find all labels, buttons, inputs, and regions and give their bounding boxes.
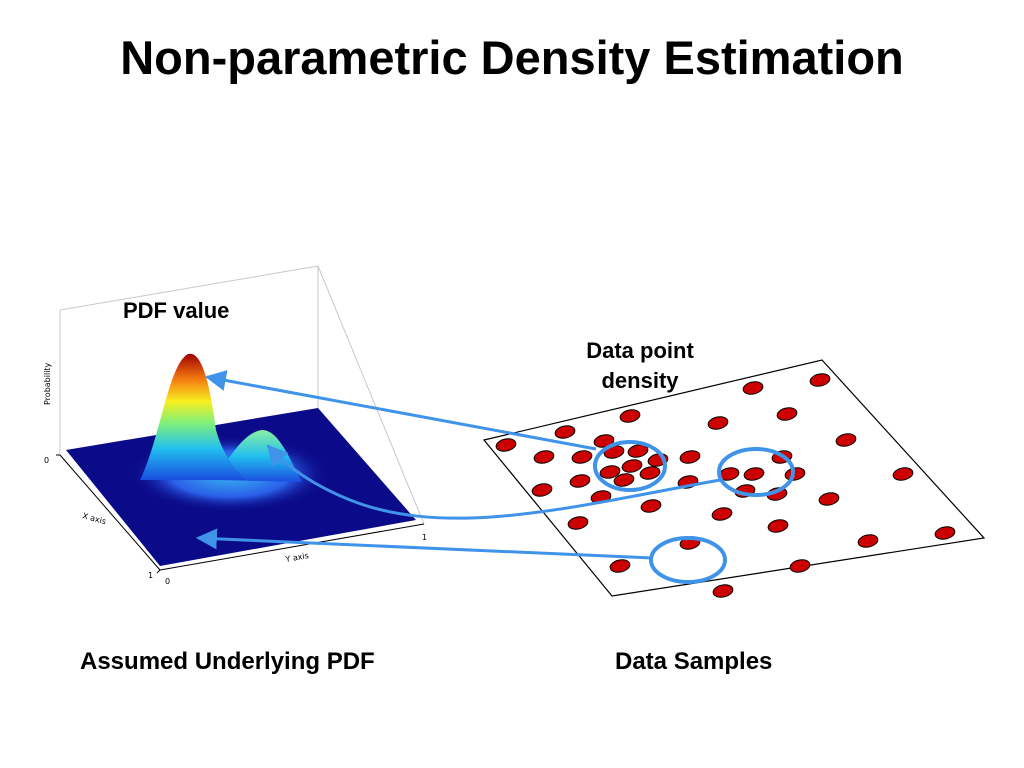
- sample-point: [621, 459, 643, 473]
- sample-point: [767, 519, 789, 533]
- sample-point: [809, 373, 831, 387]
- sample-point: [554, 425, 576, 439]
- plot-axes: [56, 454, 425, 574]
- z-tick-zero: 0: [44, 456, 49, 465]
- sample-point: [531, 483, 553, 497]
- sample-point: [707, 416, 729, 430]
- slide-title: Non-parametric Density Estimation: [120, 31, 904, 84]
- arrow-dense-to-peak: [204, 370, 597, 451]
- sample-point: [835, 433, 857, 447]
- sample-point: [712, 584, 734, 598]
- arrow-medium-to-bump: [266, 444, 721, 520]
- sample-point: [711, 507, 733, 521]
- sample-point: [857, 534, 879, 548]
- sample-point: [818, 492, 840, 506]
- sample-point: [784, 467, 806, 481]
- sample-point: [613, 473, 635, 487]
- sample-point: [533, 450, 555, 464]
- sample-point: [679, 450, 701, 464]
- sample-point: [627, 444, 649, 458]
- sample-point: [599, 465, 621, 479]
- data-samples-caption: Data Samples: [615, 648, 773, 675]
- sample-point: [495, 438, 517, 452]
- density-label-line2: density: [601, 368, 679, 393]
- sample-point: [892, 467, 914, 481]
- underlying-pdf-caption: Assumed Underlying PDF: [80, 648, 375, 675]
- samples-plane: [482, 359, 986, 597]
- arrow-sparse-to-plane: [195, 528, 653, 560]
- x-axis-label: X axis: [81, 511, 107, 526]
- plot-box-frame: [59, 265, 425, 525]
- sample-point: [619, 409, 641, 423]
- pdf-value-label: PDF value: [123, 298, 230, 323]
- sample-point: [934, 526, 956, 540]
- sample-point: [640, 499, 662, 513]
- sample-point: [742, 381, 764, 395]
- cluster-highlight-dense: [593, 440, 667, 492]
- y-axis-label: Y axis: [284, 551, 310, 564]
- sample-point: [571, 450, 593, 464]
- x-tick-zero: 0: [165, 577, 170, 586]
- sample-point: [776, 407, 798, 421]
- cluster-highlight-medium: [717, 447, 795, 497]
- x-tick-one: 1: [148, 571, 153, 580]
- sample-point: [569, 474, 591, 488]
- density-label-line1: Data point: [586, 338, 694, 363]
- sample-point: [743, 467, 765, 481]
- pdf-main-peak: [140, 353, 246, 480]
- sample-point: [609, 559, 631, 573]
- data-point-density-label: Data point density: [560, 336, 720, 396]
- sample-point: [639, 466, 661, 480]
- cluster-highlight-sparse: [649, 536, 727, 584]
- pdf-secondary-peak: [215, 430, 302, 482]
- sample-point: [567, 516, 589, 530]
- sample-point: [789, 559, 811, 573]
- y-tick-one: 1: [422, 533, 427, 542]
- z-axis-label: Probability: [43, 362, 52, 405]
